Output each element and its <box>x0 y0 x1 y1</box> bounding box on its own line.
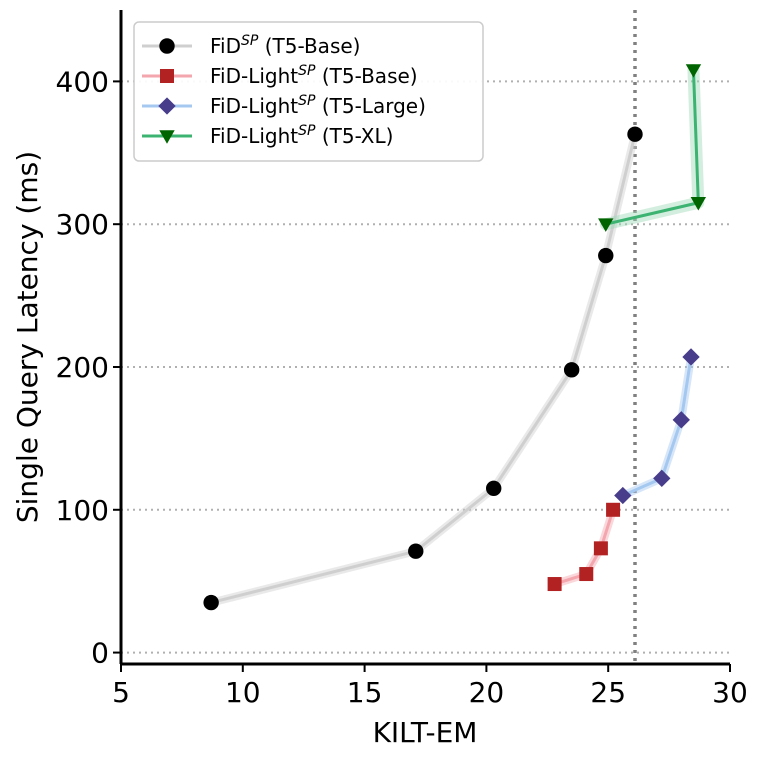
series-1-point-4 <box>563 362 580 378</box>
x-tick-label-30: 30 <box>712 676 748 709</box>
legend-label-suffix: (T5-Base) <box>258 34 360 58</box>
legend-label-superscript: SP <box>298 63 316 79</box>
y-tick-label-200: 200 <box>56 351 109 384</box>
x-tick-label-25: 25 <box>590 676 626 709</box>
legend-label: FiDSP (T5-Base) <box>210 33 360 58</box>
series-1-line <box>210 133 637 605</box>
series-1-point-2 <box>408 543 424 559</box>
x-tick-label-15: 15 <box>347 676 383 709</box>
y-axis-title: Single Query Latency (ms) <box>11 151 44 523</box>
series-3-point-2 <box>653 469 671 488</box>
legend-label-name: FiD-Light <box>210 64 298 88</box>
series-2-point-4 <box>606 502 621 517</box>
series-4-point-2 <box>690 196 707 211</box>
legend-item-4: FiD-LightSP (T5-XL) <box>142 123 393 148</box>
series-1 <box>203 126 643 611</box>
legend-item-3: FiD-LightSP (T5-Large) <box>142 93 426 118</box>
y-tick-label-0: 0 <box>91 637 109 670</box>
legend-label-name: FiD-Light <box>210 94 298 118</box>
legend-swatch-marker <box>159 38 175 54</box>
legend-swatch-marker <box>159 130 175 144</box>
series-3-point-1 <box>614 486 632 505</box>
legend-label-name: FiD-Light <box>210 124 298 148</box>
legend-label-suffix: (T5-XL) <box>315 124 393 148</box>
series-4-point-1 <box>598 218 614 232</box>
legend-label: FiD-LightSP (T5-XL) <box>210 123 393 148</box>
x-tick-label-20: 20 <box>469 676 505 709</box>
legend-swatch-marker <box>158 97 176 115</box>
legend-item-1: FiDSP (T5-Base) <box>142 33 360 58</box>
series-2-point-2 <box>579 567 594 582</box>
series-3-point-3 <box>672 411 690 429</box>
x-tick-label-10: 10 <box>225 676 261 709</box>
series-2 <box>547 502 621 592</box>
legend: FiDSP (T5-Base)FiD-LightSP (T5-Base)FiD-… <box>133 21 484 162</box>
series-2-point-3 <box>593 541 608 556</box>
series-1-point-1 <box>203 594 219 611</box>
y-tick-label-300: 300 <box>56 208 109 241</box>
legend-label-superscript: SP <box>298 93 316 109</box>
legend-frame <box>133 21 484 162</box>
legend-label-suffix: (T5-Large) <box>315 94 425 118</box>
legend-item-2: FiD-LightSP (T5-Base) <box>142 63 418 88</box>
legend-label: FiD-LightSP (T5-Base) <box>210 63 418 88</box>
legend-label-name: FiD <box>210 34 241 58</box>
series-3-point-4 <box>682 348 700 366</box>
series-4 <box>598 63 707 232</box>
legend-swatch-marker <box>160 69 174 83</box>
y-tick-label-400: 400 <box>56 65 109 98</box>
series-3-line <box>622 356 693 497</box>
series-1-point-3 <box>486 480 502 497</box>
series-1-point-6 <box>627 126 643 142</box>
x-tick-label-5: 5 <box>112 676 130 709</box>
legend-label-suffix: (T5-Base) <box>315 64 417 88</box>
legend-label: FiD-LightSP (T5-Large) <box>210 93 426 118</box>
series-2-line <box>554 509 615 586</box>
series-4-point-3 <box>685 64 702 78</box>
series-1-point-5 <box>598 247 614 264</box>
series-2-point-1 <box>547 577 562 592</box>
x-axis-title: KILT-EM <box>373 716 478 749</box>
series-layer <box>203 63 707 611</box>
legend-label-superscript: SP <box>298 123 316 139</box>
grid-layer <box>121 80 730 654</box>
legend-label-superscript: SP <box>241 33 259 49</box>
y-tick-label-100: 100 <box>56 494 109 527</box>
series-3 <box>614 348 700 505</box>
